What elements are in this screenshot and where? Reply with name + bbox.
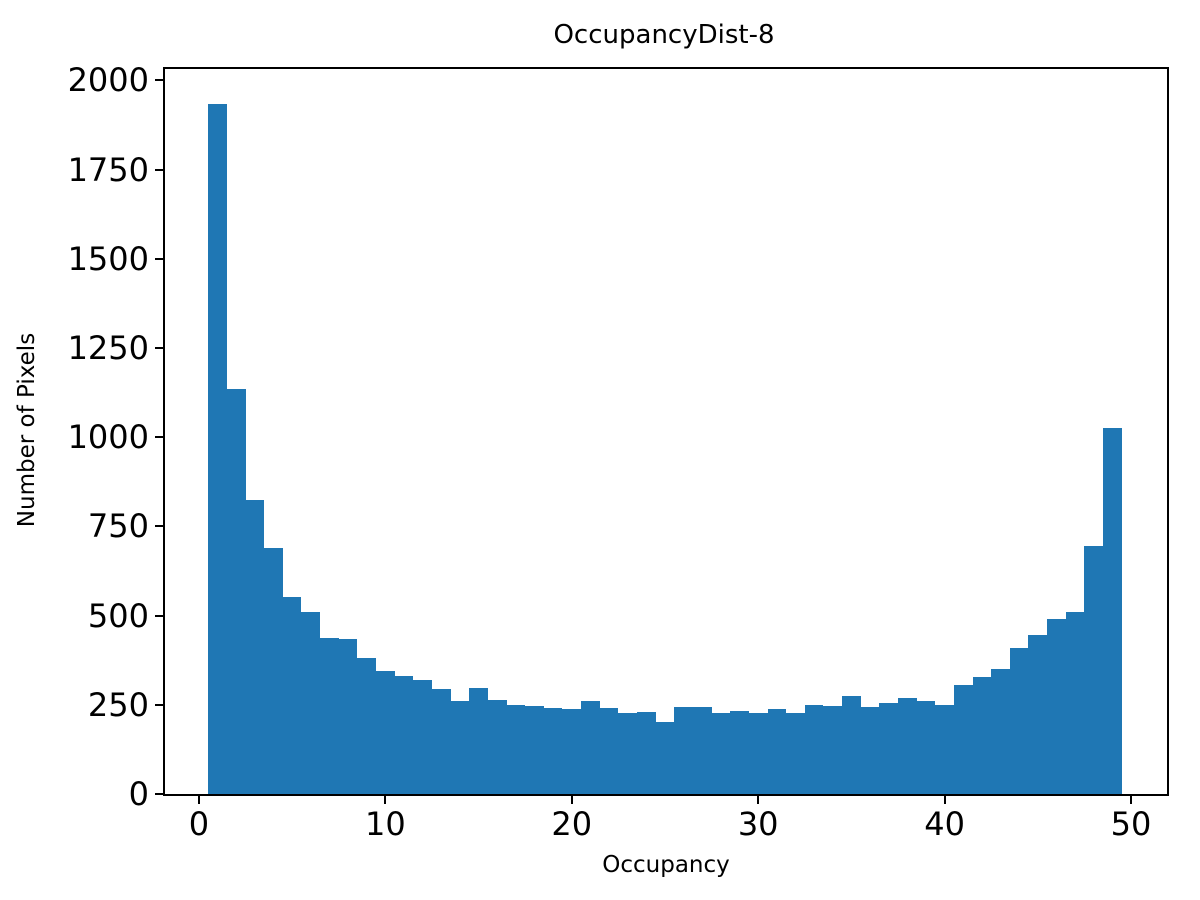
- histogram-bar: [413, 679, 432, 794]
- histogram-bar: [953, 685, 973, 794]
- histogram-bar: [599, 707, 619, 794]
- histogram-bar: [581, 701, 600, 794]
- histogram-bar: [469, 687, 488, 794]
- x-axis-tick: [1130, 796, 1133, 804]
- histogram-bar: [711, 712, 731, 794]
- histogram-bar: [264, 547, 283, 794]
- y-axis-tick: [155, 614, 163, 617]
- histogram-bar: [991, 669, 1010, 794]
- histogram-bar: [860, 706, 880, 794]
- histogram-bar: [655, 721, 675, 794]
- y-axis-tick-label: 2000: [67, 61, 149, 100]
- histogram-bar: [972, 676, 992, 794]
- y-axis-tick: [155, 168, 163, 171]
- x-axis-tick-label: 30: [737, 805, 779, 843]
- histogram-bar: [767, 709, 787, 794]
- histogram-bar: [450, 700, 470, 794]
- x-axis-tick-label: 0: [188, 805, 210, 843]
- histogram-bar: [842, 695, 861, 794]
- y-axis-tick-label: 0: [128, 775, 149, 813]
- histogram-bar: [562, 709, 582, 794]
- x-axis-tick-label: 50: [1110, 805, 1152, 843]
- histogram-bar: [692, 707, 712, 794]
- y-axis-tick: [155, 703, 163, 706]
- histogram-bar: [748, 713, 768, 794]
- histogram-bar: [282, 597, 302, 794]
- histogram-bar: [935, 705, 954, 794]
- histogram-bar: [879, 703, 898, 794]
- x-axis-label: Occupancy: [602, 852, 730, 878]
- histogram-bar: [487, 700, 507, 794]
- histogram-bar: [1103, 428, 1122, 794]
- histogram-bar: [916, 701, 936, 794]
- y-axis-tick: [155, 525, 163, 528]
- y-axis-tick-label: 250: [87, 685, 149, 724]
- x-axis-tick: [570, 796, 573, 804]
- histogram-bar: [823, 706, 843, 794]
- histogram-bar: [338, 638, 358, 794]
- histogram-bar: [431, 688, 451, 794]
- histogram-bar: [394, 676, 414, 794]
- histogram-bar: [1028, 635, 1048, 794]
- histogram-bar: [674, 706, 693, 794]
- x-axis-tick: [197, 796, 200, 804]
- x-axis-tick-label: 10: [364, 805, 406, 843]
- histogram-bar: [1047, 619, 1066, 794]
- histogram-bar: [208, 103, 227, 794]
- histogram-bar: [320, 637, 339, 794]
- histogram-bar: [730, 711, 749, 794]
- y-axis-tick: [155, 79, 163, 82]
- x-axis-tick: [757, 796, 760, 804]
- x-axis-tick: [384, 796, 387, 804]
- histogram-bar: [804, 704, 824, 794]
- histogram-bar: [525, 705, 544, 794]
- histogram-bar: [1065, 612, 1085, 794]
- y-axis-tick: [155, 793, 163, 795]
- y-axis-tick: [155, 436, 163, 439]
- y-axis-tick-label: 1750: [67, 150, 149, 189]
- y-axis-tick-label: 750: [87, 507, 149, 546]
- histogram-bar: [618, 713, 637, 794]
- chart-title: OccupancyDist-8: [553, 20, 775, 50]
- histogram-bar: [376, 670, 395, 794]
- histogram-bar: [637, 711, 656, 794]
- histogram-bar: [1009, 648, 1029, 794]
- histogram-bar: [786, 713, 805, 794]
- y-axis-tick-label: 1000: [67, 418, 149, 457]
- y-axis-tick-label: 1250: [67, 329, 149, 367]
- histogram-bar: [543, 708, 563, 794]
- y-axis-label: Number of Pixels: [14, 332, 40, 528]
- histogram-bar: [245, 499, 265, 794]
- histogram-bar: [897, 698, 917, 794]
- y-axis-tick: [155, 347, 163, 349]
- x-axis-tick-label: 40: [924, 805, 965, 843]
- histogram-bar: [357, 658, 377, 794]
- histogram-bar: [226, 389, 246, 794]
- histogram-bar: [1084, 546, 1104, 794]
- y-axis-tick-label: 500: [87, 596, 149, 635]
- histogram-bar: [301, 612, 321, 794]
- x-axis-tick-label: 20: [551, 805, 593, 843]
- y-axis-tick-label: 1500: [67, 239, 149, 278]
- histogram-bar: [506, 704, 526, 794]
- plot-area: Occupancy 0 10 20 30 40 50 0 250 500 750 1000 1250 1…: [68, 63, 1169, 878]
- y-axis-tick: [155, 257, 163, 260]
- x-axis-tick: [943, 796, 946, 804]
